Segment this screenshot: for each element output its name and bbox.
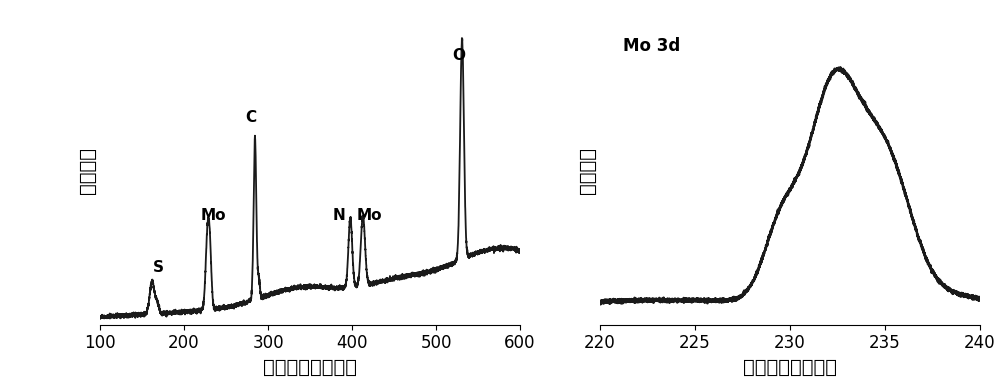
Y-axis label: 相对强度: 相对强度 [78, 147, 97, 194]
Text: N: N [333, 208, 345, 223]
Y-axis label: 相对强度: 相对强度 [578, 147, 597, 194]
Text: Mo: Mo [357, 208, 383, 223]
Text: O: O [452, 48, 465, 63]
X-axis label: 结合能（电子伏）: 结合能（电子伏） [743, 358, 837, 377]
X-axis label: 结合能（电子伏）: 结合能（电子伏） [263, 358, 357, 377]
Text: Mo: Mo [201, 208, 226, 223]
Text: S: S [153, 260, 164, 275]
Text: C: C [246, 110, 257, 125]
Text: Mo 3d: Mo 3d [623, 37, 680, 55]
